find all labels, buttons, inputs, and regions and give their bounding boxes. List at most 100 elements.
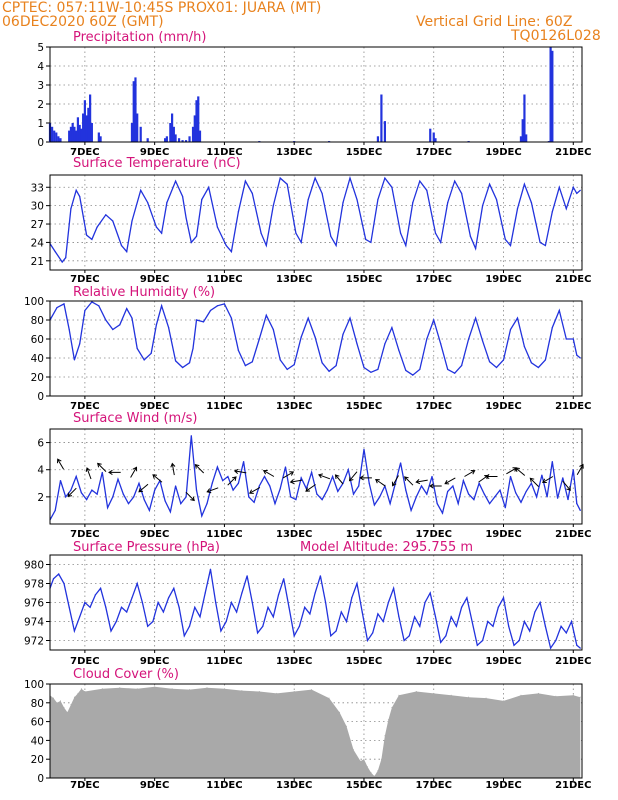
wind-vector-28 — [444, 477, 456, 485]
precip-ytick-label-2: 2 — [37, 99, 44, 111]
wind-point-67 — [399, 462, 402, 464]
cloud-xtick-label-3: 13DEC — [276, 780, 312, 791]
pressure-point-76 — [445, 635, 447, 637]
temp-point-23 — [190, 241, 192, 244]
wind-point-100 — [572, 469, 574, 471]
wind-point-61 — [368, 482, 370, 484]
pressure-point-81 — [471, 620, 473, 623]
wind-vector-11 — [206, 487, 219, 494]
wind-point-85 — [494, 496, 496, 498]
pressure-series-line — [49, 569, 581, 650]
temp-point-7 — [86, 234, 88, 236]
rh-point-68 — [502, 359, 505, 361]
cloud-point-24 — [328, 697, 330, 699]
rh-point-21 — [181, 366, 184, 369]
precip-bar-16 — [85, 115, 88, 142]
pressure-point-1 — [52, 578, 55, 580]
wind-point-26 — [185, 496, 187, 498]
pressure-xtick-label-3: 13DEC — [276, 656, 312, 667]
rh-point-49 — [370, 371, 372, 373]
rh-point-54 — [405, 369, 407, 371]
precip-ytick-label-1: 1 — [37, 118, 44, 130]
precip-bar-20 — [97, 132, 100, 142]
precip-bar-11 — [76, 117, 80, 142]
wind-point-33 — [222, 479, 224, 482]
precip-bar-7 — [69, 126, 73, 142]
cloud-point-14 — [154, 686, 156, 688]
temp-point-58 — [434, 232, 437, 234]
wind-point-96 — [551, 460, 553, 463]
pressure-xtick-label-0: 7DEC — [70, 656, 99, 667]
wind-vector-31 — [484, 473, 498, 480]
wind-vector-26 — [415, 479, 428, 485]
pressure-point-41 — [262, 625, 264, 627]
pressure-point-43 — [272, 616, 274, 618]
wind-point-60 — [363, 448, 365, 450]
cloud-point-8 — [77, 692, 79, 694]
rh-point-10 — [112, 328, 114, 331]
pressure-frame — [49, 554, 583, 651]
wind-point-39 — [253, 501, 255, 503]
rh-point-62 — [461, 365, 463, 367]
wind-point-19 — [148, 509, 151, 512]
cloud-point-19 — [241, 690, 243, 692]
rh-title: Relative Humidity (%) — [73, 285, 215, 300]
temp-point-69 — [509, 244, 512, 247]
wind-point-57 — [347, 469, 349, 471]
temp-point-54 — [405, 244, 407, 247]
rh-point-55 — [412, 374, 414, 376]
temp-point-11 — [112, 220, 114, 222]
wind-point-12 — [112, 496, 114, 498]
wind-xtick-label-2: 11DEC — [206, 529, 242, 540]
rh-point-14 — [136, 347, 138, 350]
temp-ytick-label-3: 30 — [31, 201, 44, 213]
wind-point-92 — [530, 482, 533, 484]
wind-ytick-label-2: 6 — [37, 438, 44, 450]
pressure-point-7 — [84, 601, 86, 604]
pressure-point-25 — [178, 606, 180, 608]
cloud-point-12 — [119, 687, 121, 689]
temp-point-74 — [544, 244, 546, 247]
cloud-panel: 0 20 40 60 80 100 7DEC 9DEC 11DEC 13DEC 15DEC 17DEC… — [24, 679, 592, 791]
rh-point-73 — [537, 366, 539, 369]
temp-point-17 — [155, 226, 157, 228]
wind-vector-16 — [282, 471, 295, 479]
precip-bar-32 — [172, 126, 175, 142]
wind-vector-27 — [429, 483, 442, 489]
temp-point-53 — [399, 232, 402, 234]
cloud-point-2 — [56, 702, 58, 704]
rh-point-46 — [349, 317, 351, 319]
wind-point-98 — [562, 477, 564, 479]
precip-bar-55 — [523, 94, 526, 142]
rh-point-64 — [475, 317, 477, 319]
rh-point-15 — [143, 359, 145, 361]
wind-point-34 — [227, 475, 229, 478]
wind-point-20 — [154, 489, 156, 491]
pressure-point-9 — [94, 594, 96, 596]
rh-point-23 — [192, 347, 194, 350]
wind-point-86 — [499, 489, 501, 491]
wind-vector-22 — [359, 475, 372, 481]
rh-point-38 — [293, 364, 295, 366]
precip-ytick-label-5: 5 — [37, 42, 44, 54]
rh-point-58 — [433, 319, 435, 321]
pressure-point-59 — [356, 582, 358, 585]
precip-bar-54 — [521, 119, 524, 142]
temp-point-49 — [370, 241, 372, 244]
cloud-xtick-label-2: 11DEC — [206, 780, 242, 791]
wind-point-63 — [379, 496, 381, 498]
temp-point-27 — [216, 226, 219, 228]
cloud-point-9 — [80, 688, 82, 690]
wind-xtick-label-5: 17DEC — [416, 529, 452, 540]
temp-ytick-label-4: 33 — [31, 182, 44, 194]
wind-point-41 — [263, 475, 266, 478]
rh-point-53 — [398, 349, 400, 351]
rh-point-44 — [335, 365, 337, 367]
rh-point-13 — [131, 317, 133, 319]
temp-point-40 — [307, 198, 309, 201]
temp-point-60 — [447, 201, 449, 204]
wind-vector-14 — [249, 486, 261, 494]
temp-frame — [49, 174, 583, 271]
pressure-point-14 — [120, 606, 123, 608]
rh-xtick-label-7: 21DEC — [555, 401, 591, 412]
